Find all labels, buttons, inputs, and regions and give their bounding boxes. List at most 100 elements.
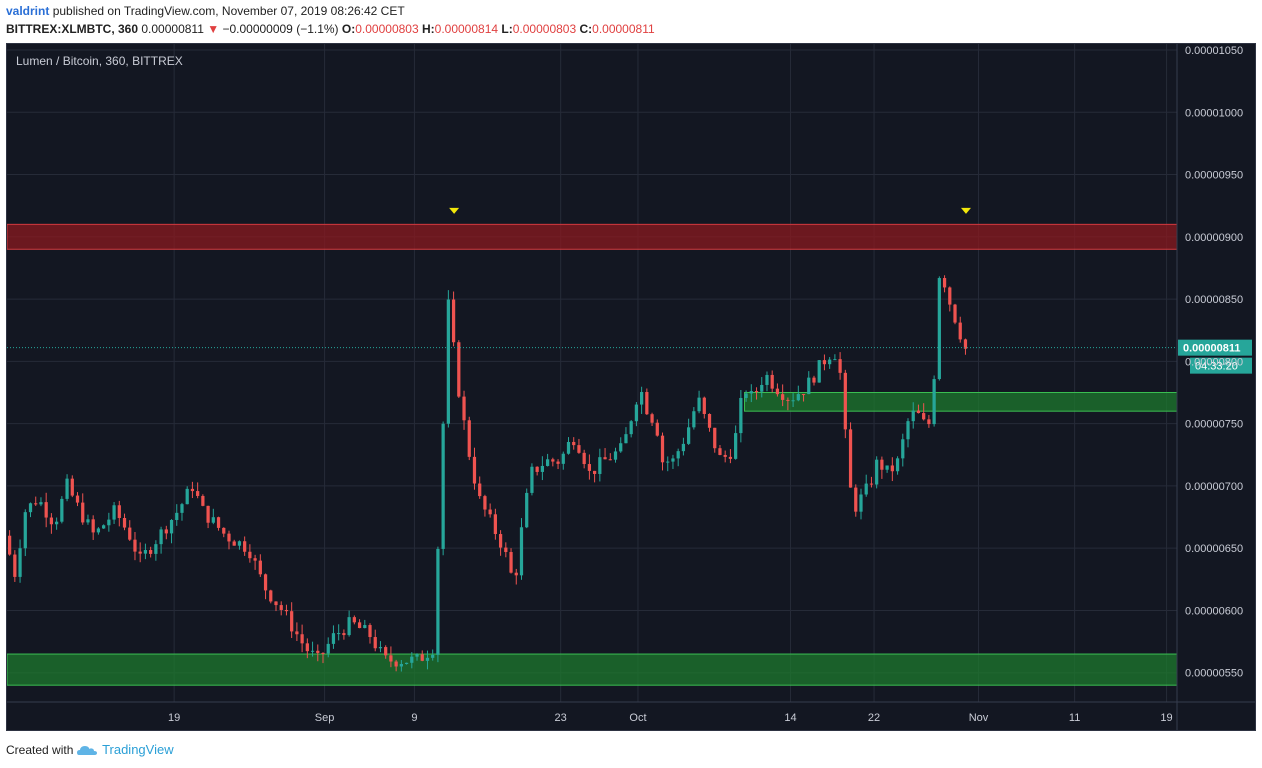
- low-label: L:: [501, 22, 513, 36]
- last-price-tag: [1178, 339, 1252, 356]
- open-label: O:: [341, 22, 356, 36]
- high-value: 0.00000814: [434, 22, 499, 36]
- candle-body: [222, 527, 226, 534]
- candle-body: [18, 548, 22, 577]
- candle-body: [363, 625, 367, 629]
- y-tick-label: 0.00000650: [1185, 543, 1243, 555]
- candle-body: [796, 394, 800, 401]
- y-tick-label: 0.00000900: [1185, 232, 1243, 244]
- candle-body: [540, 465, 544, 472]
- candle-body: [75, 495, 80, 503]
- candle-body: [645, 392, 649, 415]
- candle-body: [81, 502, 85, 523]
- candle-body: [629, 421, 633, 435]
- candle-body: [290, 611, 294, 632]
- high-label: H:: [421, 22, 435, 36]
- candle-body: [687, 427, 691, 444]
- candle-body: [117, 505, 121, 518]
- publication-text: published on TradingView.com, November 0…: [52, 4, 405, 18]
- candle-body: [739, 397, 743, 434]
- candle-body: [279, 605, 283, 610]
- low-value: 0.00000803: [512, 22, 577, 36]
- candle-body: [65, 478, 69, 499]
- candle-body: [504, 547, 508, 553]
- candle-body: [655, 422, 659, 436]
- candle-body: [838, 359, 842, 373]
- x-tick-label: 9: [411, 712, 417, 724]
- candle-body: [326, 643, 330, 654]
- close-label: C:: [579, 22, 593, 36]
- candle-body: [770, 374, 774, 389]
- candle-body: [958, 322, 962, 340]
- candle-body: [530, 466, 534, 493]
- candle-body: [545, 459, 550, 466]
- price-chart[interactable]: 0.00000811 04:33:20 0.00001050 0.00001000 0…: [7, 44, 1255, 730]
- candle-body: [190, 488, 195, 492]
- y-tick-label: 0.00000950: [1185, 170, 1243, 182]
- candle-body: [122, 517, 127, 528]
- open-value: 0.00000803: [355, 22, 419, 36]
- candle-body: [488, 509, 492, 515]
- candle-body: [425, 657, 430, 661]
- candle-body: [384, 647, 388, 656]
- candle-body: [149, 550, 153, 554]
- candle-body: [556, 461, 560, 464]
- candle-body: [23, 512, 27, 549]
- candle-body: [493, 514, 497, 535]
- candle-body: [102, 525, 106, 529]
- candle-body: [801, 394, 806, 396]
- candle-body: [478, 483, 482, 497]
- candle-body: [467, 420, 471, 457]
- candle-body: [216, 517, 221, 528]
- candle-body: [535, 466, 539, 472]
- candle-body: [415, 654, 419, 657]
- candle-body: [812, 377, 816, 383]
- candle-body: [509, 552, 513, 573]
- tradingview-brand-link[interactable]: TradingView: [102, 742, 174, 757]
- candle-body: [305, 643, 309, 652]
- candle-body: [666, 461, 670, 463]
- candle-body: [133, 539, 137, 552]
- candle-body: [96, 528, 101, 533]
- candle-body: [368, 625, 372, 638]
- candle-body: [781, 394, 785, 400]
- candle-body: [337, 633, 341, 635]
- candle-body: [572, 441, 576, 446]
- candle-body: [525, 492, 529, 528]
- footer: Created with TradingView: [6, 742, 174, 757]
- candle-body: [316, 650, 320, 653]
- candle-body: [180, 504, 184, 513]
- candle-body: [28, 503, 33, 513]
- candle-body: [431, 654, 435, 658]
- candle-body: [60, 498, 64, 522]
- candle-body: [70, 478, 74, 496]
- candle-body: [112, 505, 116, 520]
- candle-body: [34, 503, 38, 505]
- candle-body: [760, 384, 764, 392]
- candle-body: [828, 359, 832, 365]
- candle-body: [457, 342, 461, 397]
- candle-body: [749, 391, 753, 394]
- candle-body: [237, 541, 242, 546]
- candle-body: [587, 464, 592, 471]
- candle-body: [201, 495, 205, 506]
- candle-body: [718, 448, 722, 455]
- candle-body: [143, 550, 148, 554]
- candle-body: [519, 527, 524, 576]
- chart-frame[interactable]: 0.00000811 04:33:20 0.00001050 0.00001000 0…: [6, 43, 1256, 731]
- candle-body: [603, 457, 607, 460]
- yellow-down-triangle-marker: [960, 207, 971, 214]
- candle-body: [817, 360, 821, 383]
- candle-body: [206, 505, 210, 523]
- y-tick-label: 0.00001000: [1185, 107, 1243, 119]
- candle-body: [671, 458, 675, 462]
- candle-body: [211, 517, 215, 523]
- y-tick-label: 0.00000600: [1185, 605, 1243, 617]
- y-tick-label: 0.00000700: [1185, 481, 1243, 493]
- candle-body: [410, 656, 414, 663]
- candle-body: [885, 465, 889, 470]
- author-link[interactable]: valdrint: [6, 4, 50, 18]
- candle-body: [927, 419, 931, 425]
- candle-body: [613, 451, 618, 460]
- candle-body: [274, 601, 278, 606]
